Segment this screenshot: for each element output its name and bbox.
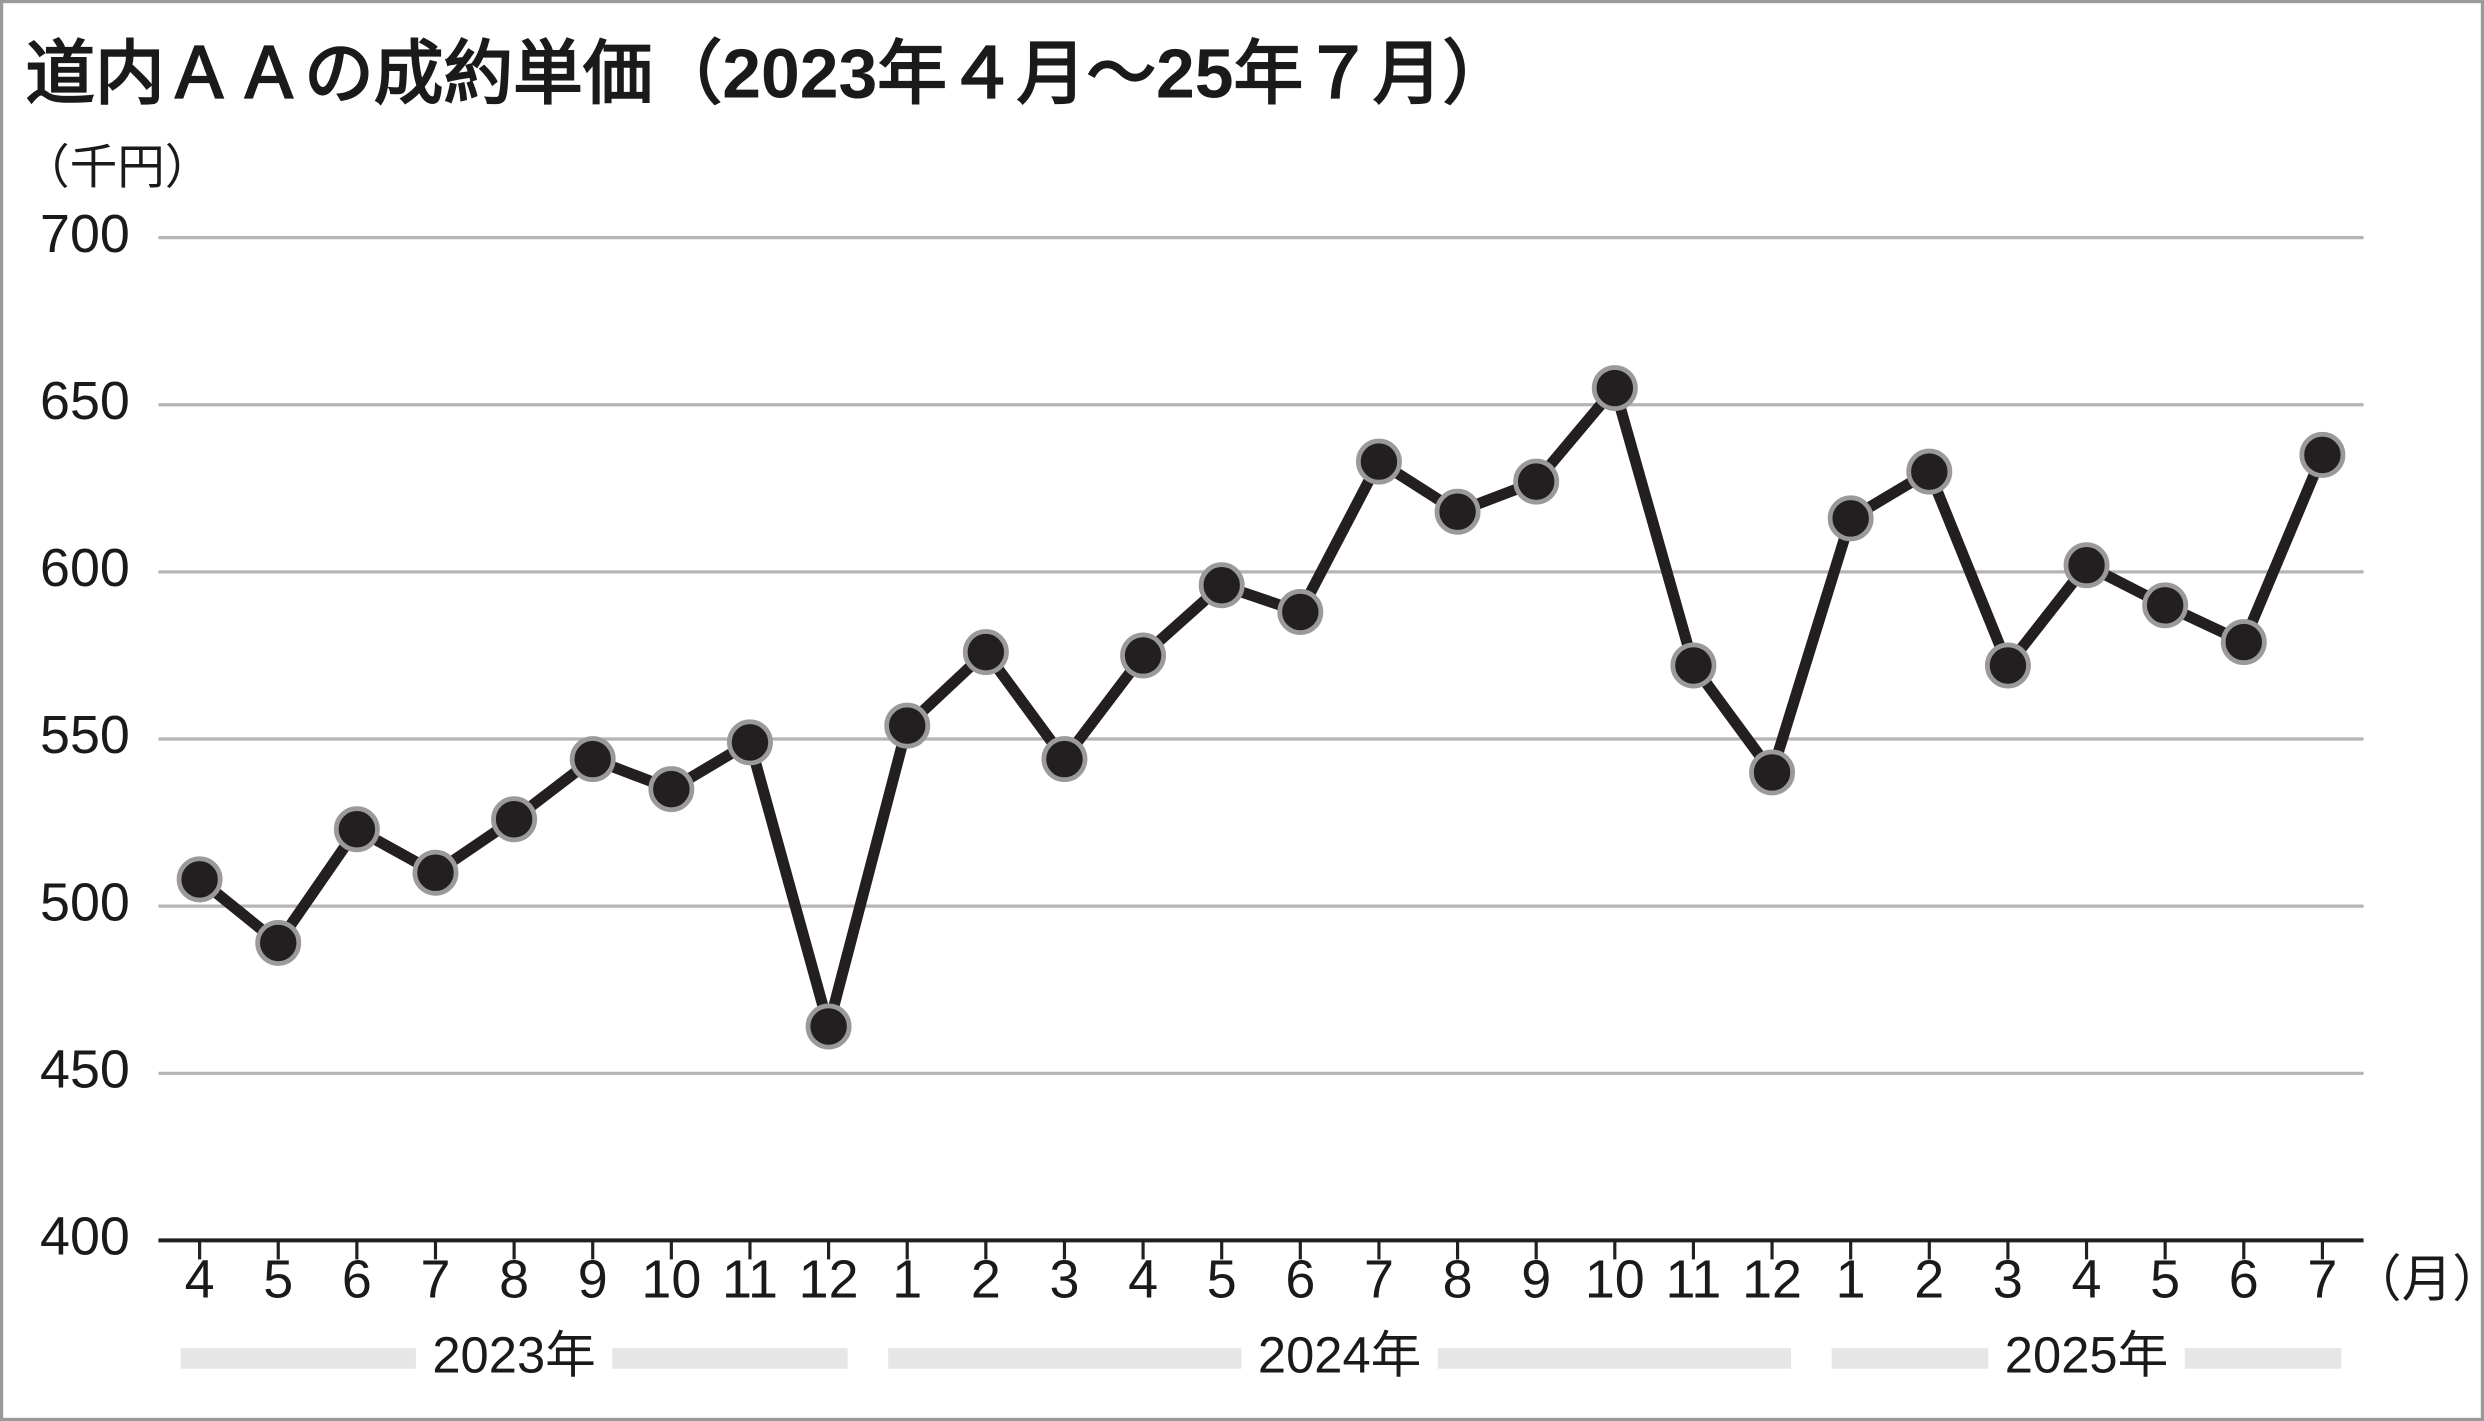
- point: [1513, 458, 1560, 505]
- x-tick-label: 10: [641, 1249, 701, 1309]
- point: [1591, 365, 1638, 412]
- point: [962, 629, 1009, 676]
- point: [2063, 542, 2110, 589]
- point: [2142, 582, 2189, 629]
- point: [884, 702, 931, 749]
- y-tick-label: 650: [40, 371, 130, 431]
- year-band: [2184, 1348, 2342, 1369]
- x-unit: （月）: [2351, 1251, 2484, 1308]
- y-tick-label: 400: [40, 1207, 130, 1267]
- x-tick-label: 4: [2072, 1249, 2102, 1309]
- x-tick-label: 5: [263, 1249, 293, 1309]
- x-tick-label: 7: [1364, 1249, 1394, 1309]
- point: [412, 849, 459, 896]
- x-tick-label: 7: [420, 1249, 450, 1309]
- x-tick-label: 3: [1993, 1249, 2023, 1309]
- x-tick-label: 4: [185, 1249, 215, 1309]
- year-band: [612, 1348, 848, 1369]
- point: [1434, 488, 1481, 535]
- y-tick-label: 700: [40, 204, 130, 264]
- x-tick-label: 4: [1128, 1249, 1158, 1309]
- year-label: 2023年: [432, 1327, 595, 1384]
- year-band: [888, 1348, 1242, 1369]
- x-tick-label: 7: [2307, 1249, 2337, 1309]
- x-tick-label: 2: [971, 1249, 1001, 1309]
- y-tick-label: 500: [40, 872, 130, 932]
- point: [569, 736, 616, 783]
- x-tick-label: 5: [2150, 1249, 2180, 1309]
- x-tick-label: 12: [799, 1249, 859, 1309]
- x-tick-label: 11: [1665, 1249, 1721, 1309]
- y-tick-label: 600: [40, 538, 130, 598]
- x-tick-label: 1: [1836, 1249, 1866, 1309]
- x-tick-label: 10: [1585, 1249, 1645, 1309]
- year-label: 2024年: [1258, 1327, 1421, 1384]
- year-label: 2025年: [2005, 1327, 2168, 1384]
- y-tick-label: 550: [40, 705, 130, 765]
- point: [333, 806, 380, 853]
- x-tick-label: 2: [1914, 1249, 1944, 1309]
- point: [2299, 431, 2346, 478]
- x-tick-label: 3: [1049, 1249, 1079, 1309]
- x-tick-label: 9: [1521, 1249, 1551, 1309]
- point: [1749, 749, 1796, 796]
- point: [1906, 448, 1953, 495]
- point: [1198, 562, 1245, 609]
- x-tick-label: 1: [892, 1249, 922, 1309]
- x-tick-label: 8: [499, 1249, 529, 1309]
- x-tick-label: 6: [1285, 1249, 1315, 1309]
- year-band: [180, 1348, 416, 1369]
- point: [726, 719, 773, 766]
- point: [805, 1003, 852, 1050]
- point: [1984, 642, 2031, 689]
- year-band: [1831, 1348, 1989, 1369]
- point: [491, 796, 538, 843]
- line: [196, 376, 2328, 1048]
- x-tick-label: 12: [1742, 1249, 1802, 1309]
- point: [648, 766, 695, 813]
- point: [1120, 632, 1167, 679]
- x-tick-label: 11: [722, 1249, 778, 1309]
- x-tick-label: 5: [1207, 1249, 1237, 1309]
- y-tick-label: 450: [40, 1040, 130, 1100]
- x-tick-label: 8: [1443, 1249, 1473, 1309]
- point: [1355, 438, 1402, 485]
- point: [176, 856, 223, 903]
- chart-title: 道内ＡＡの成約単価（2023年４月～25年７月）: [25, 35, 1512, 113]
- point: [1670, 642, 1717, 689]
- point: [2220, 619, 2267, 666]
- point: [1041, 736, 1088, 783]
- x-tick-label: 6: [2229, 1249, 2259, 1309]
- point: [1277, 589, 1324, 635]
- point: [1827, 495, 1874, 542]
- y-unit: （千円）: [22, 142, 212, 195]
- x-tick-label: 9: [578, 1249, 608, 1309]
- point: [255, 919, 302, 966]
- x-tick-label: 6: [342, 1249, 372, 1309]
- year-band: [1437, 1348, 1792, 1369]
